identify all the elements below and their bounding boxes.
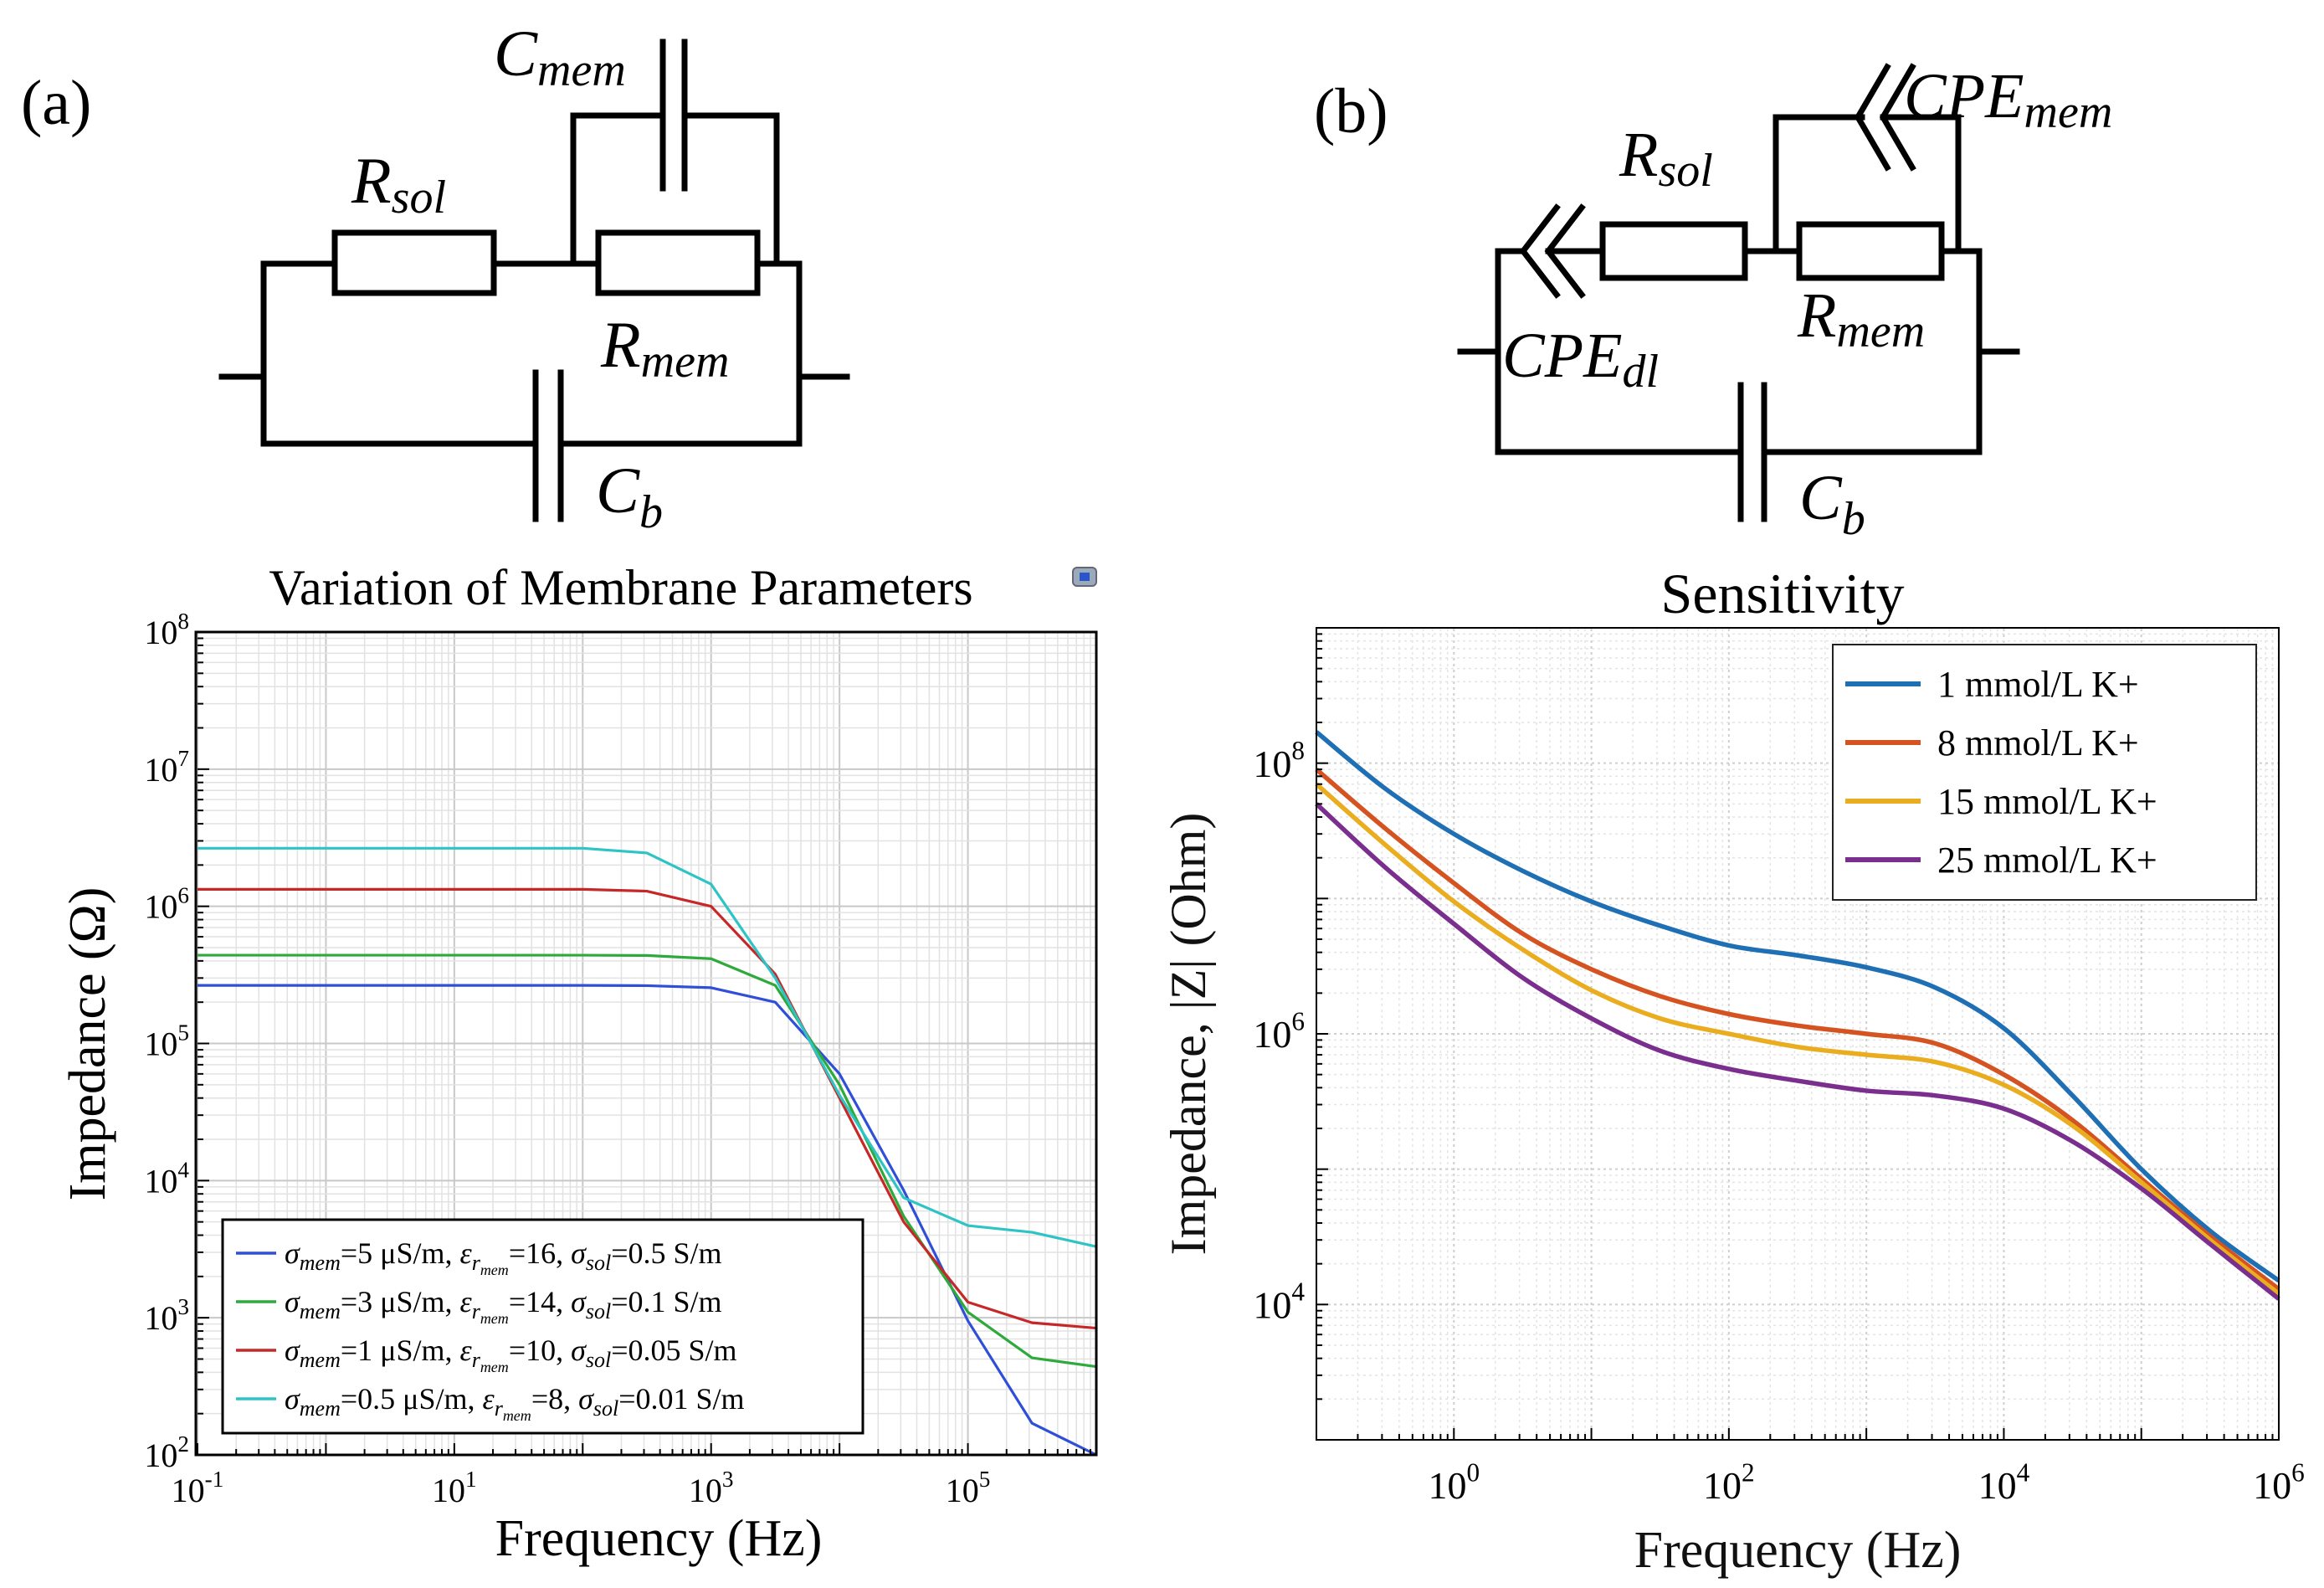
chart-a: Variation of Membrane Parameters 10-1 101… bbox=[59, 560, 1098, 1567]
circuit-a: (a) Cmem Rsol Rmem Cb bbox=[21, 17, 850, 538]
legend-label: 8 mmol/L K+ bbox=[1937, 722, 2139, 763]
chart-ytick-label: 108 bbox=[144, 609, 189, 651]
panel-a-label: (a) bbox=[21, 68, 91, 138]
legend-label: σmem=0.5 μS/m, εrmem=8, σsol=0.01 S/m bbox=[285, 1382, 745, 1424]
chart-series-line bbox=[1315, 782, 2280, 1296]
chart-ytick-label: 105 bbox=[144, 1020, 189, 1063]
cpe-dl-symbol bbox=[1519, 203, 1561, 299]
chart-b-ticks: 100 102 104 106 104 106 108 bbox=[1253, 627, 2305, 1507]
chart-ytick-label: 103 bbox=[144, 1294, 189, 1337]
chart-a-ylabel: Impedance (Ω) bbox=[59, 887, 116, 1201]
svg-text:Rmem: Rmem bbox=[1797, 280, 1925, 357]
chart-xtick-label: 102 bbox=[1703, 1457, 1755, 1507]
chart-xtick-label: 101 bbox=[432, 1467, 477, 1509]
cpe-mem-label: CPE bbox=[1904, 61, 2024, 131]
r-mem-sub: mem bbox=[641, 336, 730, 388]
panel-b-label: (b) bbox=[1314, 76, 1388, 146]
chart-a-series bbox=[198, 846, 1097, 1457]
chart-xtick-label: 103 bbox=[689, 1467, 734, 1509]
r-sol-resistor-b bbox=[1599, 221, 1748, 281]
chart-ytick-label: 104 bbox=[1253, 1277, 1305, 1327]
svg-text:Rsol: Rsol bbox=[351, 144, 446, 224]
chart-b-series bbox=[1315, 730, 2280, 1301]
chart-b-xlabel: Frequency (Hz) bbox=[1634, 1522, 1962, 1579]
c-b-sub: b bbox=[639, 486, 663, 538]
r-mem-resistor bbox=[595, 229, 761, 296]
svg-text:Rmem: Rmem bbox=[600, 308, 729, 388]
chart-ytick-label: 106 bbox=[144, 883, 189, 926]
chart-a-title-icon bbox=[1072, 567, 1097, 587]
chart-ytick-label: 102 bbox=[144, 1431, 189, 1474]
cpe-mem-symbol bbox=[1854, 63, 1891, 172]
legend-label: 25 mmol/L K+ bbox=[1937, 840, 2157, 881]
chart-b-ylabel: Impedance, |Z| (Ohm) bbox=[1161, 813, 1216, 1256]
legend-label: 15 mmol/L K+ bbox=[1937, 781, 2157, 822]
cpe-dl-label: CPE bbox=[1502, 321, 1623, 391]
legend-label: σmem=5 μS/m, εrmem=16, σsol=0.5 S/m bbox=[285, 1236, 722, 1278]
r-sol-sub: sol bbox=[392, 172, 446, 224]
r-sol-label: R bbox=[351, 144, 392, 217]
r-mem-sub-b: mem bbox=[1836, 306, 1925, 357]
legend-label: σmem=3 μS/m, εrmem=14, σsol=0.1 S/m bbox=[285, 1285, 722, 1327]
chart-a-xlabel: Frequency (Hz) bbox=[495, 1510, 823, 1567]
chart-xtick-label: 104 bbox=[1978, 1457, 2030, 1507]
chart-xtick-label: 105 bbox=[946, 1467, 991, 1509]
r-sol-resistor bbox=[331, 229, 497, 296]
chart-b-legend: 1 mmol/L K+ 8 mmol/L K+ 15 mmol/L K+ 25 mmo… bbox=[1832, 644, 2257, 901]
chart-series-line bbox=[1315, 802, 2280, 1301]
c-b-sub-b: b bbox=[1842, 493, 1865, 545]
chart-ytick-label: 107 bbox=[144, 746, 189, 789]
chart-ytick-label: 106 bbox=[1253, 1006, 1305, 1056]
legend-label: σmem=1 μS/m, εrmem=10, σsol=0.05 S/m bbox=[285, 1334, 737, 1375]
chart-xtick-label: 100 bbox=[1428, 1457, 1480, 1507]
c-b-label-b: C bbox=[1799, 463, 1843, 533]
chart-ytick-label: 108 bbox=[1253, 736, 1305, 785]
chart-ytick-label: 104 bbox=[144, 1157, 189, 1200]
chart-b-title: Sensitivity bbox=[1661, 562, 1905, 625]
chart-b: Sensitivity 100 102 104 106 104 106 108 Freque… bbox=[1161, 562, 2305, 1579]
svg-text:Rsol: Rsol bbox=[1619, 120, 1713, 197]
cpe-dl-sub: dl bbox=[1623, 346, 1660, 398]
chart-xtick-label: 106 bbox=[2253, 1457, 2305, 1507]
chart-series-line bbox=[1315, 730, 2280, 1283]
svg-text:CPEmem: CPEmem bbox=[1904, 61, 2112, 138]
chart-xtick-label: 10-1 bbox=[172, 1467, 224, 1509]
circuit-b: (b) CPEmem Rsol Rmem CPEdl Cb bbox=[1314, 61, 2112, 545]
c-mem-label: C bbox=[494, 17, 538, 90]
svg-text:Cb: Cb bbox=[1799, 463, 1865, 545]
chart-series-line bbox=[1315, 767, 2280, 1292]
svg-text:CPEdl: CPEdl bbox=[1502, 321, 1659, 398]
legend-label: 1 mmol/L K+ bbox=[1937, 664, 2139, 705]
cpe-mem-sub: mem bbox=[2024, 86, 2113, 138]
chart-a-legend: σmem=5 μS/m, εrmem=16, σsol=0.5 S/m σmem=… bbox=[221, 1218, 864, 1435]
svg-text:Cmem: Cmem bbox=[494, 17, 626, 96]
chart-a-title: Variation of Membrane Parameters bbox=[269, 560, 972, 615]
r-mem-label-b: R bbox=[1797, 280, 1836, 351]
chart-series-line bbox=[198, 846, 1097, 1248]
svg-text:Cb: Cb bbox=[596, 454, 663, 538]
r-sol-sub-b: sol bbox=[1658, 145, 1712, 197]
r-mem-label: R bbox=[600, 308, 641, 381]
c-b-label: C bbox=[596, 454, 640, 527]
r-mem-resistor-b bbox=[1796, 221, 1945, 281]
r-sol-label-b: R bbox=[1619, 120, 1658, 190]
chart-a-axes-box bbox=[194, 630, 1098, 1457]
c-mem-sub: mem bbox=[537, 44, 626, 96]
chart-a-ticks: 10-1 101 103 105 102 103 104 105 106 107 108 bbox=[144, 609, 1097, 1509]
